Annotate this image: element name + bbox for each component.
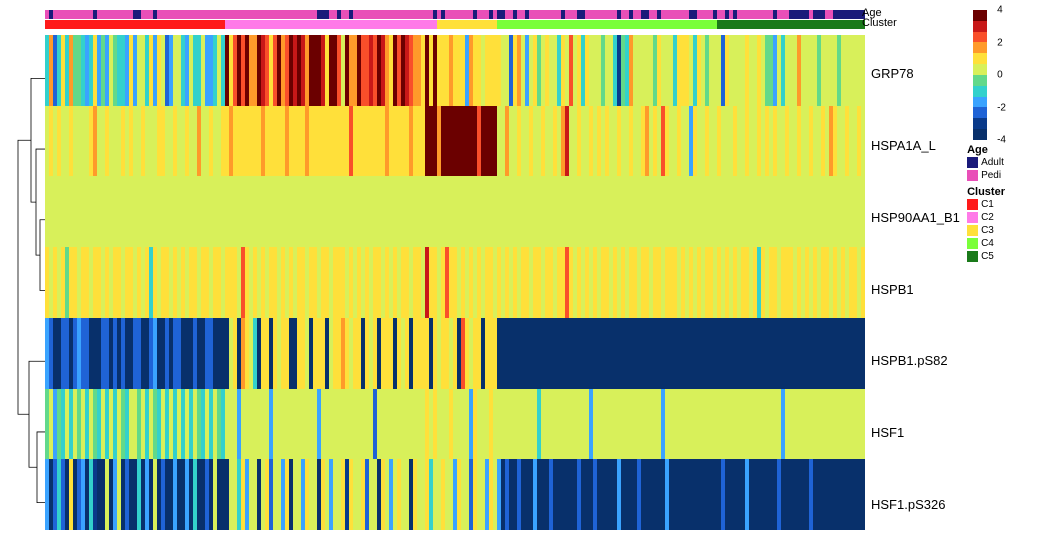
row-dendrogram [10,10,45,538]
row-label: HSPB1 [865,253,967,325]
legend-area: 420-2-4 Age AdultPedi Cluster C1C2C3C4C5 [967,10,1040,540]
heatmap-figure: GRP78HSPA1A_LHSP90AA1_B1HSPB1HSPB1.pS82H… [10,10,1040,540]
heatmap-body [45,35,865,530]
legend-item: C5 [967,250,1040,263]
legend-item: Pedi [967,169,1040,182]
heatmap-row [45,459,865,530]
legend-item: C2 [967,211,1040,224]
legend-cluster-title: Cluster [967,186,1040,198]
heatmap-row [45,389,865,460]
row-label: HSPA1A_L [865,110,967,182]
heatmap-area [45,10,865,530]
heatmap-row [45,35,865,106]
row-labels: GRP78HSPA1A_LHSP90AA1_B1HSPB1HSPB1.pS82H… [865,10,967,540]
row-label: HSPB1.pS82 [865,325,967,397]
annotation-axis-labels: Age Cluster [862,8,897,28]
row-label: HSF1 [865,397,967,469]
legend-item: C1 [967,198,1040,211]
legend-item: C3 [967,224,1040,237]
heatmap-row [45,176,865,247]
legend-age-title: Age [967,144,1040,156]
annotation-cluster-row [45,20,865,29]
heatmap-row [45,247,865,318]
annot-label-cluster: Cluster [862,18,897,28]
row-label: HSF1.pS326 [865,468,967,540]
heatmap-row [45,318,865,389]
row-label: GRP78 [865,38,967,110]
colorbar: 420-2-4 [973,10,987,140]
row-label: HSP90AA1_B1 [865,181,967,253]
heatmap-row [45,106,865,177]
annotation-age-row [45,10,865,19]
legend-item: Adult [967,156,1040,169]
legend-item: C4 [967,237,1040,250]
